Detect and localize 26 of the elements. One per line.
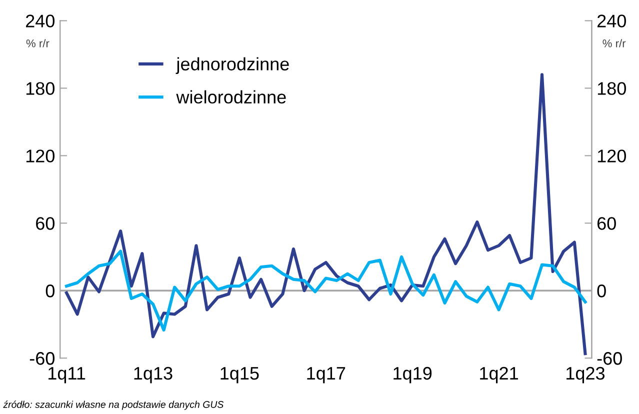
y2-tick-label: 0 [597, 284, 606, 298]
y-tick-label: -60 [30, 352, 54, 365]
x-tick-label: 1q23 [566, 366, 605, 384]
line-series [65, 73, 587, 356]
y2-tick-label: 240 [597, 14, 626, 28]
y-tick-label: 60 [36, 217, 54, 230]
line-series [65, 250, 587, 332]
y2-tick-label: 60 [597, 217, 616, 230]
y-tick-label: 180 [26, 82, 54, 95]
x-tick-label: 1q19 [394, 366, 432, 384]
x-tick-label: 1q15 [220, 367, 259, 384]
y-tick-label: 240 [26, 14, 54, 28]
y2-tick-label: 120 [598, 150, 626, 162]
x-tick-label: 1q13 [134, 366, 172, 384]
y2-tick-label: 180 [598, 82, 626, 95]
text: źródło: szacunki własne na podstawie danych GUS [3, 400, 224, 410]
y2-axis-title: % r/r [602, 39, 626, 48]
y-axis-title: % r/r [26, 39, 50, 48]
y-tick-label: 0 [46, 284, 54, 298]
x-tick-label: 1q21 [480, 366, 518, 384]
y2-tick-label: -60 [597, 352, 622, 365]
legend-label: jednorodzinne [176, 57, 289, 74]
legend-label: wielorodzinne [176, 90, 286, 104]
y-tick-label: 120 [26, 150, 54, 162]
x-tick-label: 1q11 [48, 367, 86, 384]
x-tick-label: 1q17 [307, 367, 346, 384]
